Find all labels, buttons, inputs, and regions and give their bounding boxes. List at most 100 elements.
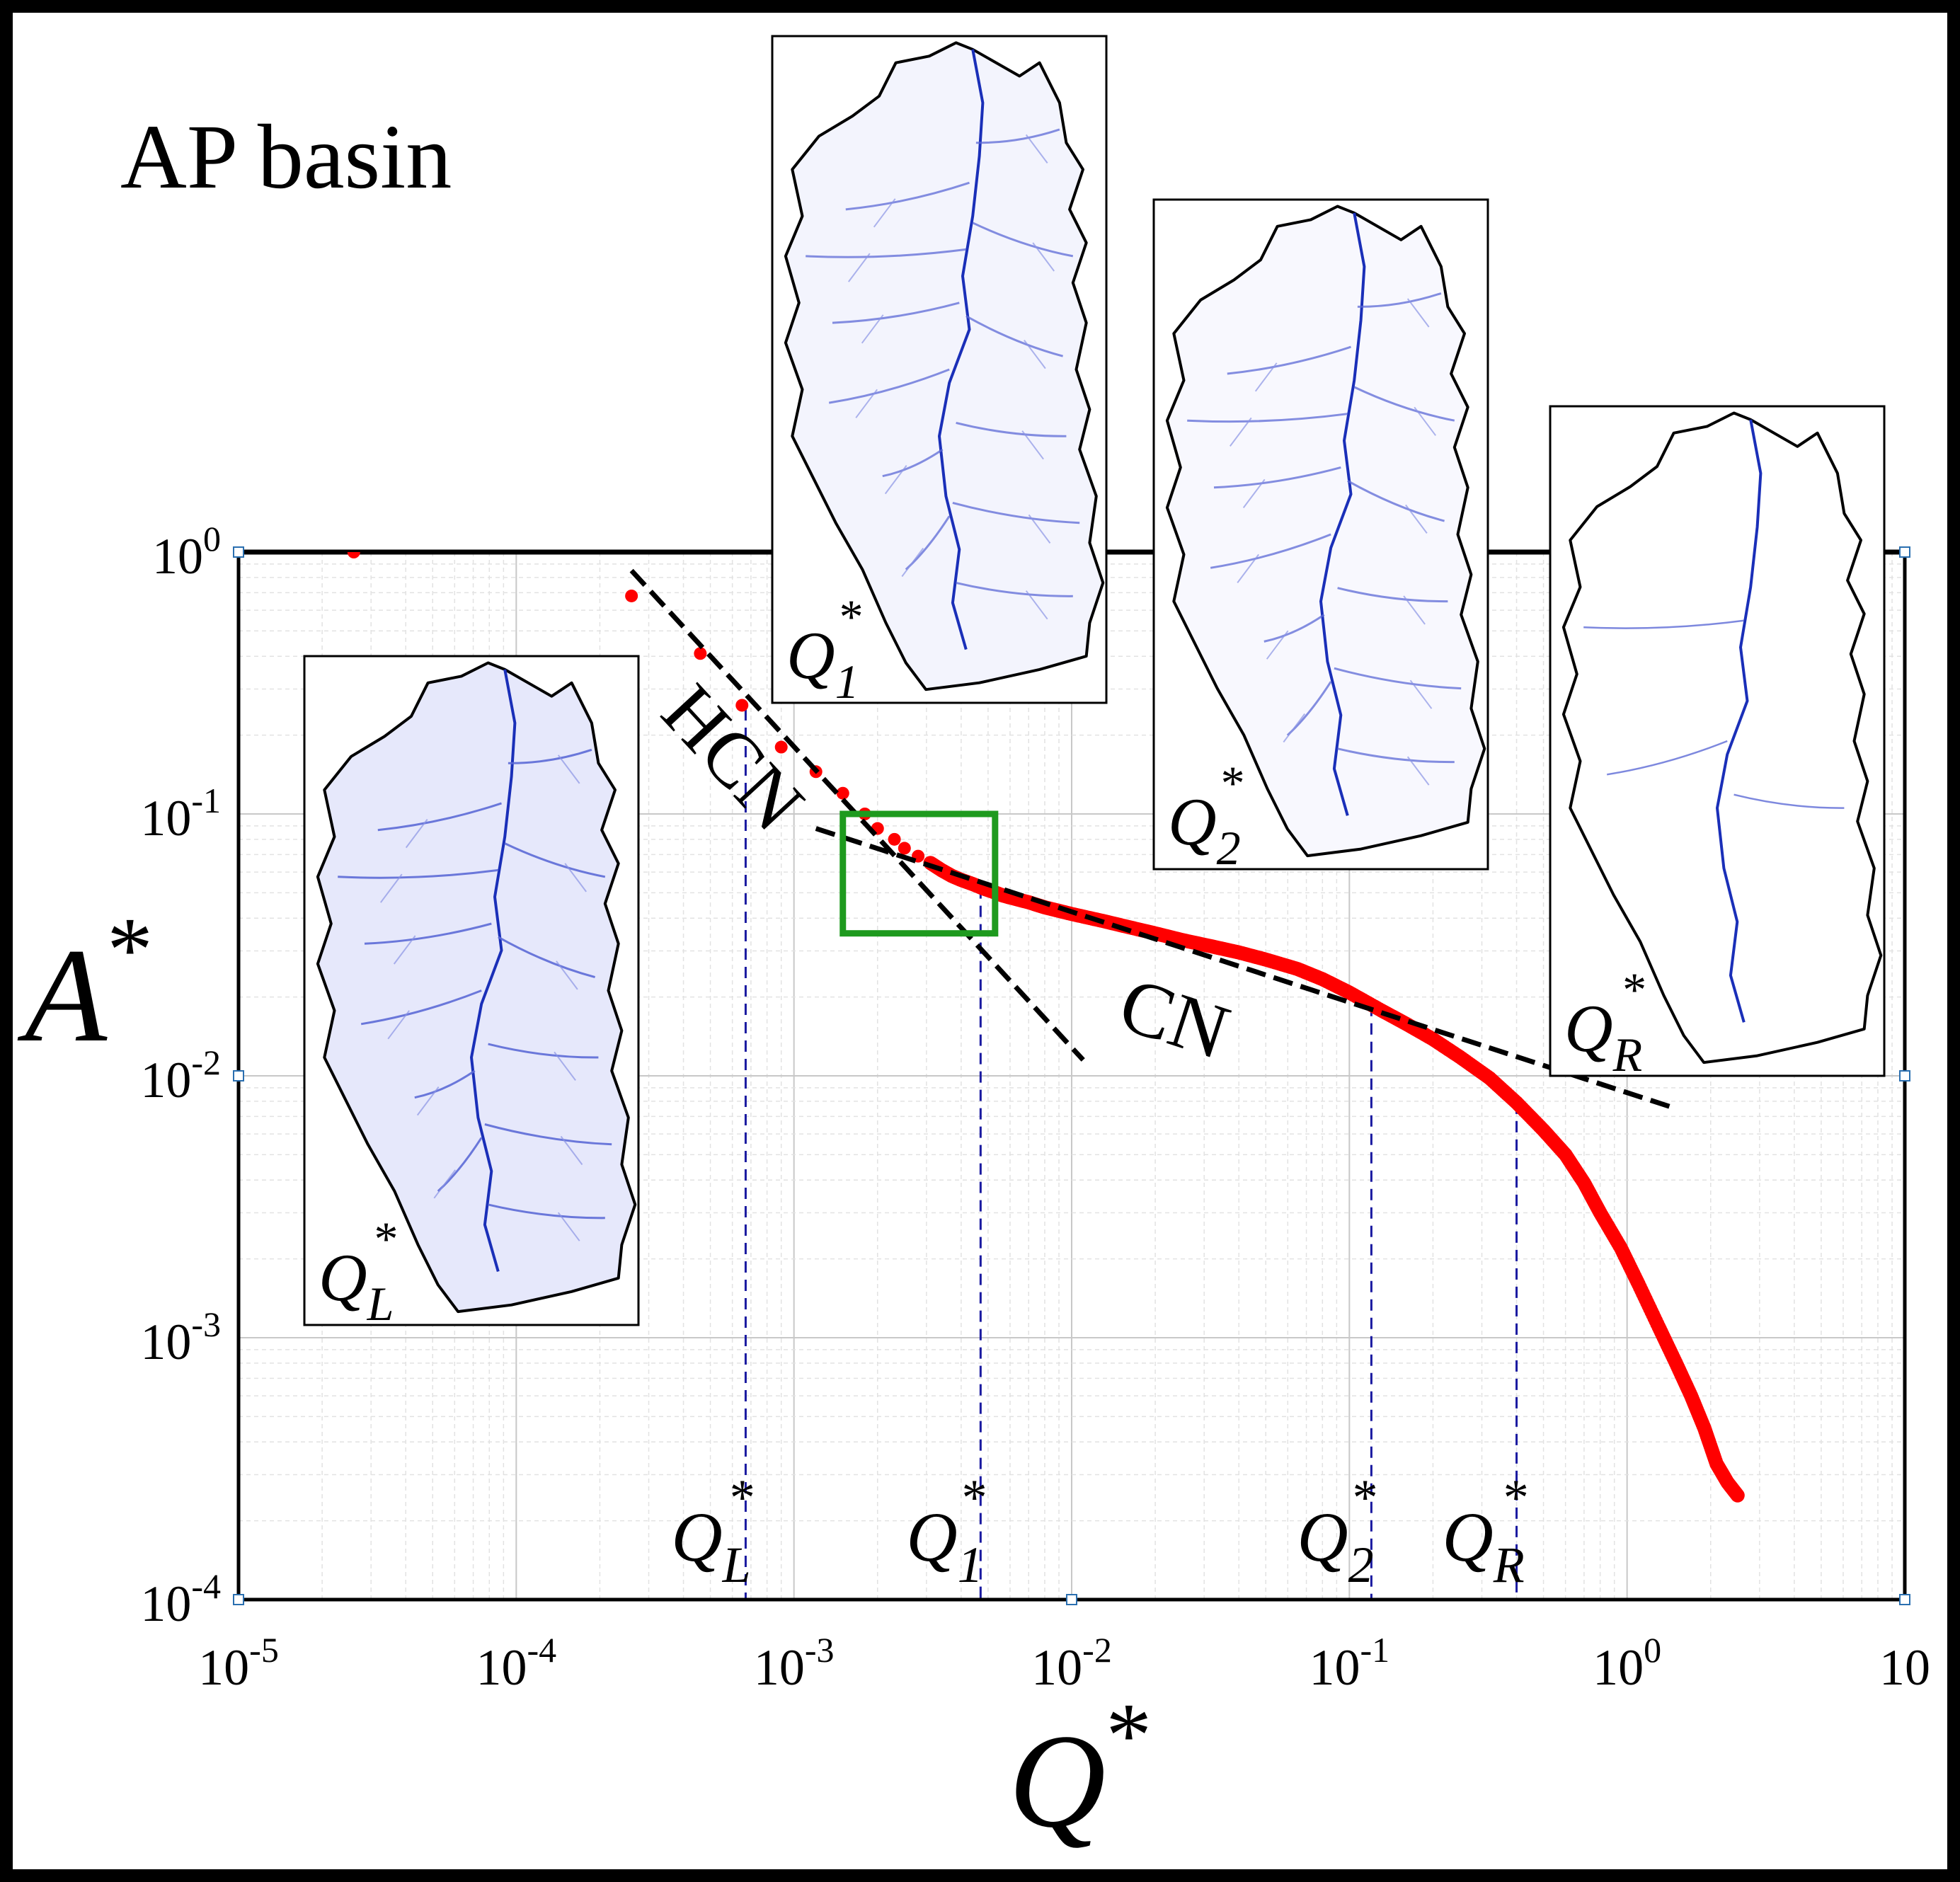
tributary	[488, 1043, 599, 1059]
sub-tributary	[1414, 406, 1436, 436]
data-point	[1729, 1487, 1744, 1502]
tributary	[1583, 619, 1744, 629]
tributary	[377, 802, 502, 832]
sub-tributary	[884, 465, 907, 495]
tributary	[1210, 533, 1331, 569]
sub-tributary	[1242, 478, 1266, 508]
sub-tributary	[1025, 590, 1048, 620]
inset-label-1: Q1*	[786, 590, 864, 708]
figure-title: AP basin	[120, 106, 452, 208]
data-point	[888, 832, 901, 846]
fit-line-cn	[815, 826, 1677, 1111]
tributary	[806, 248, 966, 258]
tributary	[975, 128, 1060, 144]
tributary	[845, 181, 970, 211]
tributary	[488, 1203, 605, 1220]
tributary	[1227, 345, 1351, 375]
tributary	[504, 842, 606, 878]
sub-tributary	[1405, 504, 1428, 534]
sub-tributary	[416, 1086, 440, 1116]
sub-tributary	[1237, 553, 1259, 583]
sub-tributary	[557, 754, 580, 784]
threshold-label-2: Q2*	[1297, 1469, 1377, 1593]
threshold-markers: QL* Q1* Q2* QR*	[671, 708, 1529, 1600]
data-point	[347, 552, 360, 558]
sub-tributary	[560, 1135, 583, 1166]
inset-basin-1: Q1*	[771, 35, 1108, 708]
sub-tributary	[1254, 362, 1278, 392]
tributary	[1213, 466, 1341, 489]
sub-tributary	[855, 389, 878, 418]
basin-outline	[784, 41, 1105, 692]
x-tick-label: 10-3	[754, 1630, 835, 1696]
corner-handle	[233, 1594, 244, 1605]
tributary	[1347, 479, 1445, 522]
x-tick-label: 10	[1879, 1639, 1930, 1696]
data-point	[898, 842, 911, 855]
x-tick-label: 10-2	[1031, 1630, 1112, 1696]
main-channel	[1715, 419, 1763, 1023]
sub-tributary	[1021, 430, 1044, 460]
sub-tributary	[405, 819, 428, 849]
tributary	[1337, 747, 1455, 764]
inset-label-l: QL*	[319, 1212, 398, 1331]
sub-tributary	[1266, 630, 1289, 660]
highlight-box-layer	[839, 810, 999, 937]
y-tick-label: 10-4	[140, 1566, 221, 1632]
sub-tributary	[557, 1212, 580, 1241]
tributary	[952, 501, 1080, 524]
inset-label-2: Q2*	[1168, 756, 1245, 875]
basin-outline	[316, 661, 637, 1314]
tributary	[972, 222, 1074, 258]
sub-tributary	[848, 253, 871, 282]
y-tick-label: 10-2	[140, 1043, 221, 1108]
sub-tributary	[380, 873, 403, 903]
basin-outline	[1561, 411, 1883, 1065]
sub-tributary	[1409, 679, 1433, 709]
data-point	[774, 740, 788, 754]
tributary	[956, 581, 1073, 597]
tributary	[414, 1069, 476, 1099]
tributary	[965, 315, 1063, 357]
inset-basin-l: QL*	[303, 655, 640, 1331]
main-channel	[937, 49, 985, 650]
sub-tributary	[564, 863, 587, 893]
tributary	[832, 302, 960, 324]
threshold-label-1: Q1*	[906, 1469, 987, 1593]
sub-tributary	[1024, 340, 1046, 369]
sub-tributary	[1025, 134, 1048, 163]
sub-tributary	[1032, 242, 1055, 272]
tributary	[1187, 413, 1348, 423]
basin-insets: QL* Q1* Q2* QR*	[303, 35, 1886, 1331]
data-point	[694, 647, 707, 660]
data-point	[836, 786, 849, 800]
y-axis-label: A*	[17, 899, 153, 1070]
threshold-label-r: QR*	[1443, 1469, 1529, 1593]
x-tick-label: 100	[1593, 1630, 1661, 1696]
sub-tributary	[1230, 417, 1252, 447]
basin-outline	[1165, 205, 1486, 858]
sub-tributary	[387, 1010, 410, 1040]
data-point	[625, 589, 638, 602]
tributary	[484, 1123, 612, 1146]
tributary	[1334, 667, 1462, 690]
data-point	[735, 699, 749, 712]
main-channel	[1319, 212, 1366, 816]
inset-basin-2: Q2*	[1152, 198, 1489, 875]
x-tick-label: 10-1	[1309, 1630, 1390, 1696]
highlight-box	[839, 810, 999, 937]
corner-handle	[1899, 546, 1910, 558]
sub-tributary	[556, 960, 578, 990]
sub-tributary	[1028, 514, 1051, 544]
sub-tributary	[433, 1169, 457, 1199]
threshold-label-l: QL*	[671, 1469, 755, 1593]
axis-handle	[233, 1070, 244, 1081]
fit-label-cn: CN	[1110, 960, 1239, 1076]
tributary	[508, 748, 592, 764]
tributary	[828, 368, 950, 404]
tributary	[1607, 740, 1728, 776]
corner-handle	[1899, 1594, 1910, 1605]
